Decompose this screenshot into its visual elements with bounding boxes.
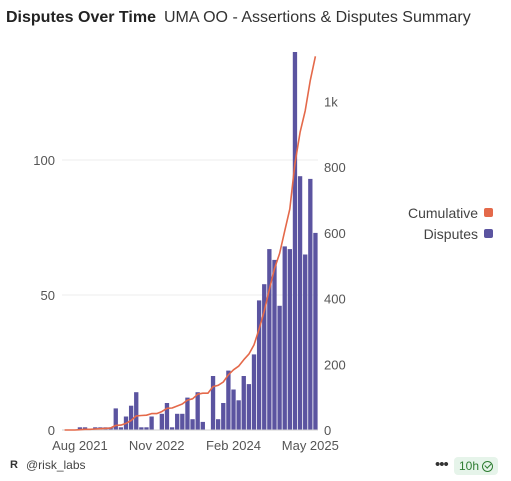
- legend-swatch-cumulative: [484, 208, 494, 217]
- dispute-bar[interactable]: [149, 416, 154, 431]
- dispute-bar[interactable]: [226, 370, 231, 430]
- dispute-bar[interactable]: [180, 413, 185, 430]
- y-right-tick-label: 0: [324, 423, 331, 438]
- y-right-tick-label: 400: [324, 292, 346, 307]
- y-left-tick-label: 0: [48, 423, 55, 438]
- chart-subtitle: UMA OO - Assertions & Disputes Summary: [163, 9, 471, 26]
- dispute-bar[interactable]: [292, 52, 298, 430]
- brand-handle: @risk_labs: [26, 458, 86, 472]
- chart-title: Disputes Over Time: [6, 9, 156, 26]
- dispute-bar[interactable]: [256, 300, 262, 430]
- dispute-bar[interactable]: [190, 419, 195, 430]
- dispute-bar[interactable]: [216, 419, 221, 430]
- dispute-bar[interactable]: [221, 403, 226, 430]
- dispute-bar[interactable]: [297, 176, 303, 430]
- dispute-bar[interactable]: [267, 249, 272, 430]
- dispute-bar[interactable]: [128, 405, 134, 430]
- dispute-bar[interactable]: [313, 232, 318, 430]
- dispute-bar[interactable]: [287, 249, 292, 430]
- y-right-tick-label: 600: [324, 226, 346, 241]
- y-right-tick-label: 200: [324, 357, 346, 372]
- dispute-bar[interactable]: [118, 427, 124, 430]
- x-tick-label: May 2025: [282, 438, 339, 453]
- legend-label-cumulative: Cumulative: [408, 204, 479, 221]
- refresh-status-badge[interactable]: 10h: [454, 457, 499, 475]
- dispute-bar[interactable]: [308, 178, 313, 430]
- dispute-bar[interactable]: [236, 400, 241, 430]
- legend-swatch-disputes: [484, 229, 494, 238]
- dispute-bar[interactable]: [175, 413, 180, 430]
- legend-item-cumulative[interactable]: Cumulative: [408, 202, 494, 223]
- refresh-age-label: 10h: [459, 459, 480, 473]
- dispute-bar[interactable]: [169, 427, 175, 430]
- check-circle-icon: [482, 460, 494, 472]
- brand[interactable]: R @risk_labs: [10, 458, 86, 472]
- risk-labs-logo-icon: R: [10, 459, 18, 471]
- dispute-bar[interactable]: [159, 413, 164, 430]
- dispute-bar[interactable]: [262, 284, 267, 430]
- dispute-bar[interactable]: [144, 427, 149, 430]
- chart-legend: Cumulative Disputes: [408, 202, 494, 244]
- dispute-bar[interactable]: [241, 376, 246, 430]
- y-left-tick-label: 100: [33, 153, 55, 168]
- dispute-bar[interactable]: [139, 427, 144, 430]
- more-options-icon[interactable]: •••: [435, 456, 449, 473]
- dispute-bar[interactable]: [134, 392, 139, 430]
- y-left-tick-label: 50: [41, 288, 55, 303]
- dispute-bar[interactable]: [210, 376, 216, 430]
- dispute-bar[interactable]: [303, 254, 308, 431]
- dispute-bar[interactable]: [272, 259, 277, 430]
- dispute-bar[interactable]: [282, 246, 287, 430]
- chart-header: Disputes Over Time UMA OO - Assertions & …: [6, 9, 471, 27]
- dispute-bar[interactable]: [113, 408, 118, 430]
- footer-bar: R @risk_labs ••• 10h: [0, 453, 511, 481]
- legend-label-disputes: Disputes: [423, 225, 479, 242]
- dispute-bar[interactable]: [185, 397, 190, 430]
- dispute-bar[interactable]: [200, 421, 205, 430]
- dispute-bar[interactable]: [231, 389, 236, 431]
- x-tick-label: Nov 2022: [129, 438, 185, 453]
- x-tick-label: Aug 2021: [52, 438, 108, 453]
- dispute-bar[interactable]: [164, 403, 170, 430]
- disputes-chart: 0 50 100 0 200 400 600 800 1k Aug 2021 Nov 2022 Feb…: [33, 52, 346, 453]
- dispute-bar[interactable]: [251, 354, 257, 430]
- y-right-tick-label: 800: [324, 160, 346, 175]
- dispute-bar[interactable]: [277, 305, 282, 430]
- dispute-bar[interactable]: [77, 427, 83, 430]
- legend-item-disputes[interactable]: Disputes: [408, 223, 494, 244]
- dispute-bar[interactable]: [195, 392, 200, 430]
- dispute-bar[interactable]: [246, 384, 252, 430]
- x-tick-label: Feb 2024: [206, 438, 261, 453]
- y-right-tick-label: 1k: [324, 94, 338, 109]
- cumulative-line[interactable]: [64, 56, 317, 431]
